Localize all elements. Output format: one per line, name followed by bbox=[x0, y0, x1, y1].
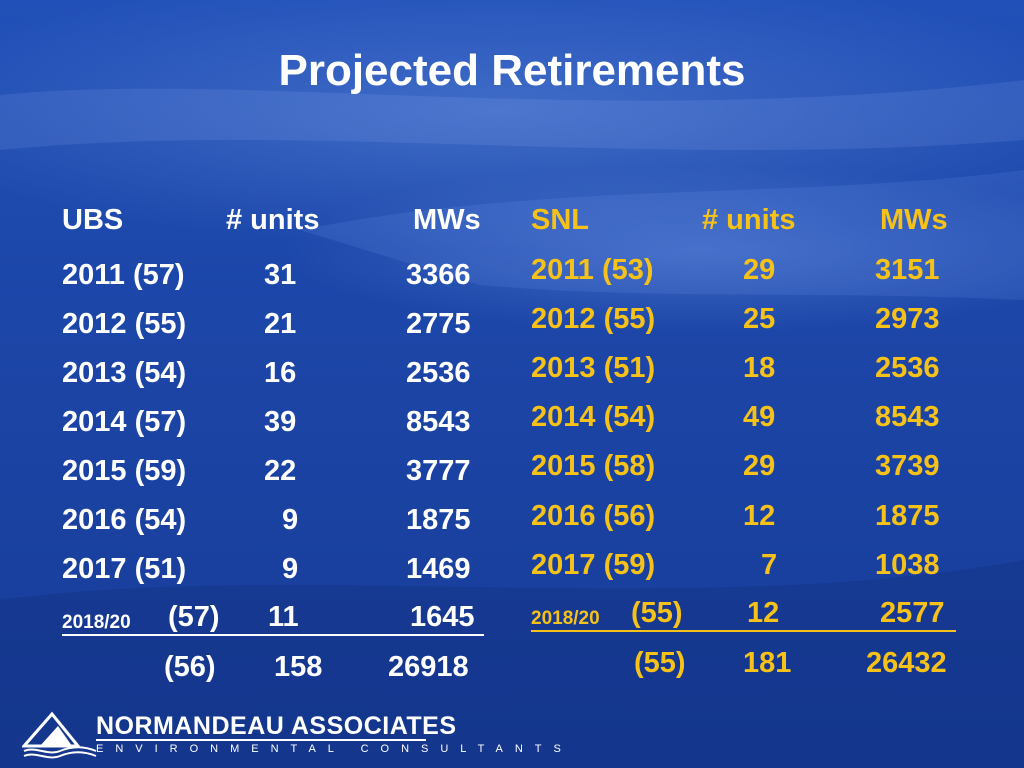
ubs-row-units: 16 bbox=[264, 357, 297, 389]
snl-total-avg: (55) bbox=[634, 647, 686, 679]
ubs-header-source: UBS bbox=[62, 204, 124, 236]
ubs-total-mws: 26918 bbox=[388, 651, 469, 683]
snl-row-year: 2015 (58) bbox=[531, 450, 656, 482]
snl-row-units: 18 bbox=[743, 352, 776, 384]
ubs-row-year: 2012 (55) bbox=[62, 308, 187, 340]
ubs-header-units: # units bbox=[226, 204, 320, 236]
ubs-row-mws: 1875 bbox=[406, 504, 471, 536]
snl-row-units: 25 bbox=[743, 303, 776, 335]
snl-row-mws: 3739 bbox=[875, 450, 940, 482]
ubs-row-units: 9 bbox=[282, 504, 299, 536]
ubs-row-units: 31 bbox=[264, 259, 297, 291]
ubs-last-row-avg: (57) bbox=[168, 601, 220, 633]
snl-last-row-mws: 2577 bbox=[880, 597, 945, 629]
snl-row-mws: 2536 bbox=[875, 352, 940, 384]
ubs-row-mws: 2536 bbox=[406, 357, 471, 389]
ubs-row-year: 2015 (59) bbox=[62, 455, 187, 487]
snl-header-units: # units bbox=[702, 204, 796, 236]
normandeau-logo-icon bbox=[22, 711, 97, 759]
ubs-row-year: 2011 (57) bbox=[62, 259, 185, 291]
snl-row-year: 2012 (55) bbox=[531, 303, 656, 335]
ubs-row-mws: 1469 bbox=[406, 553, 471, 585]
snl-row-mws: 8543 bbox=[875, 401, 940, 433]
snl-row-units: 29 bbox=[743, 450, 776, 482]
snl-total-divider bbox=[531, 630, 956, 632]
snl-row-year: 2013 (51) bbox=[531, 352, 656, 384]
ubs-row-mws: 2775 bbox=[406, 308, 471, 340]
ubs-row-units: 9 bbox=[282, 553, 299, 585]
ubs-last-row-mws: 1645 bbox=[410, 601, 475, 633]
ubs-row-mws: 3366 bbox=[406, 259, 471, 291]
snl-header-source: SNL bbox=[531, 204, 589, 236]
snl-row-units: 49 bbox=[743, 401, 776, 433]
ubs-last-row-units: 11 bbox=[268, 601, 299, 633]
snl-row-units: 29 bbox=[743, 254, 776, 286]
ubs-total-divider bbox=[62, 634, 484, 636]
ubs-last-row-label: 2018/20 bbox=[62, 612, 131, 633]
slide-title: Projected Retirements bbox=[278, 46, 746, 95]
snl-row-year: 2016 (56) bbox=[531, 500, 656, 532]
ubs-row-year: 2016 (54) bbox=[62, 504, 187, 536]
snl-header-mws: MWs bbox=[880, 204, 948, 236]
ubs-total-avg: (56) bbox=[164, 651, 216, 683]
snl-last-row-avg: (55) bbox=[631, 597, 683, 629]
snl-row-mws: 3151 bbox=[875, 254, 940, 286]
ubs-row-year: 2014 (57) bbox=[62, 406, 187, 438]
logo-company-subtitle: ENVIRONMENTAL CONSULTANTS bbox=[96, 743, 573, 755]
snl-row-year: 2011 (53) bbox=[531, 254, 654, 286]
ubs-row-units: 22 bbox=[264, 455, 297, 487]
snl-row-mws: 1875 bbox=[875, 500, 940, 532]
ubs-total-units: 158 bbox=[274, 651, 323, 683]
snl-last-row-label: 2018/20 bbox=[531, 608, 600, 629]
snl-row-mws: 2973 bbox=[875, 303, 940, 335]
ubs-row-units: 39 bbox=[264, 406, 297, 438]
logo-company-name: NORMANDEAU ASSOCIATES bbox=[96, 712, 457, 740]
snl-last-row-units: 12 bbox=[747, 597, 780, 629]
ubs-row-units: 21 bbox=[264, 308, 297, 340]
snl-row-units: 7 bbox=[761, 549, 778, 581]
ubs-row-mws: 3777 bbox=[406, 455, 471, 487]
ubs-row-year: 2017 (51) bbox=[62, 553, 187, 585]
snl-total-mws: 26432 bbox=[866, 647, 947, 679]
snl-row-units: 12 bbox=[743, 500, 776, 532]
ubs-row-year: 2013 (54) bbox=[62, 357, 187, 389]
ubs-header-mws: MWs bbox=[413, 204, 481, 236]
logo-divider bbox=[96, 739, 426, 741]
snl-row-mws: 1038 bbox=[875, 549, 940, 581]
snl-row-year: 2014 (54) bbox=[531, 401, 656, 433]
snl-row-year: 2017 (59) bbox=[531, 549, 656, 581]
snl-total-units: 181 bbox=[743, 647, 792, 679]
ubs-row-mws: 8543 bbox=[406, 406, 471, 438]
